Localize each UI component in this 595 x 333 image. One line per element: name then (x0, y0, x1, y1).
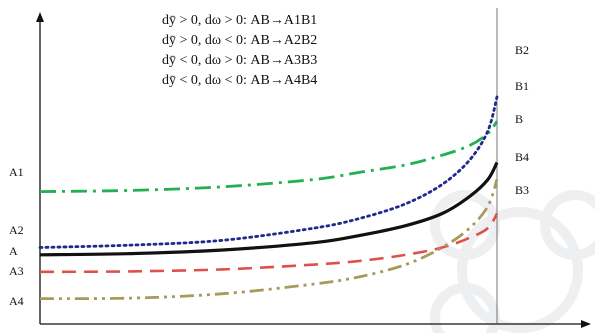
label-A2: A2 (9, 223, 24, 237)
series-a2b2-line (38, 95, 499, 249)
y-axis-arrow (36, 12, 44, 22)
label-B: B (515, 112, 523, 126)
legend-line-1: dȳ > 0, dω > 0: AB→A1B1 (162, 13, 317, 28)
legend-line-3: dȳ < 0, dω > 0: AB→A3B3 (162, 53, 317, 68)
label-B3: B3 (515, 183, 529, 197)
legend-line-2: dȳ > 0, dω < 0: AB→A2B2 (162, 33, 317, 48)
series-a3b3-line (39, 212, 499, 274)
x-axis-arrow (581, 320, 591, 328)
label-B4: B4 (515, 150, 529, 164)
label-A: A (9, 244, 18, 258)
legend-line-4: dȳ < 0, dω < 0: AB→A4B4 (162, 73, 317, 88)
series-a1b1-line (39, 120, 499, 193)
label-B1: B1 (515, 79, 529, 93)
label-A3: A3 (9, 264, 24, 278)
label-A4: A4 (9, 294, 24, 308)
label-A1: A1 (9, 165, 24, 179)
series-a4b4-line (39, 179, 499, 301)
series-ab-line (39, 161, 499, 257)
label-B2: B2 (515, 43, 529, 57)
watermark-decoration (430, 190, 595, 333)
legend: dȳ > 0, dω > 0: AB→A1B1 dȳ > 0, dω < 0: … (162, 13, 317, 88)
